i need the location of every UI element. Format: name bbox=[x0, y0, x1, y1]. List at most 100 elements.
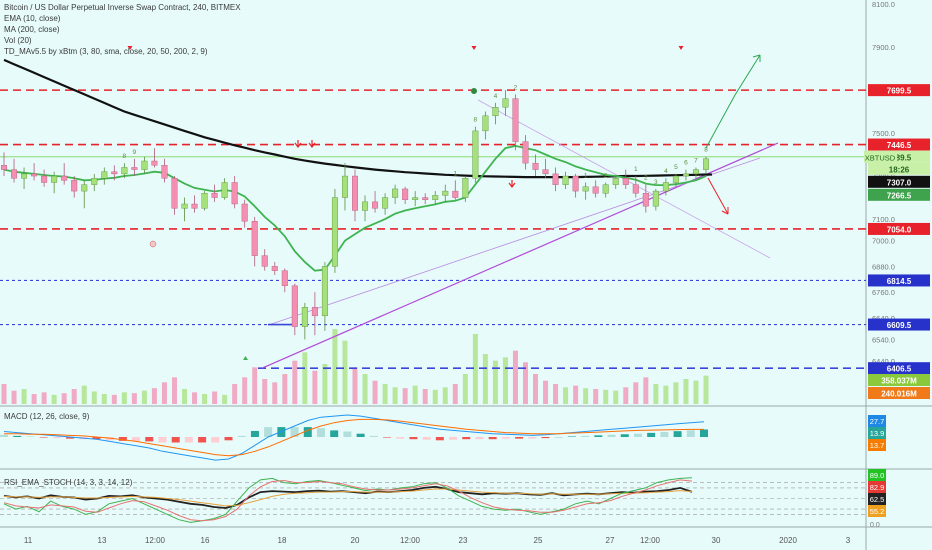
macd-value-tag bbox=[868, 415, 886, 427]
volume-bar bbox=[262, 379, 268, 404]
candle bbox=[301, 307, 308, 327]
time-axis-tick: 20 bbox=[351, 536, 360, 545]
volume-bar bbox=[232, 384, 238, 404]
study-ma: MA (200, close) bbox=[4, 25, 60, 34]
rsi-value-label: 55.2 bbox=[870, 507, 885, 516]
candle bbox=[442, 190, 449, 196]
td-count: 4 bbox=[664, 168, 668, 175]
candle bbox=[251, 221, 258, 256]
volume-bar bbox=[382, 384, 388, 404]
volume-bar bbox=[41, 392, 47, 404]
price-tag bbox=[868, 274, 930, 287]
study-ema: EMA (10, close) bbox=[4, 14, 61, 23]
macd-histogram-bar bbox=[633, 433, 642, 437]
candle bbox=[482, 115, 489, 132]
macd-histogram-bar bbox=[39, 437, 48, 438]
candle bbox=[502, 98, 509, 108]
volume-bar bbox=[362, 374, 368, 404]
price-tag bbox=[868, 138, 930, 151]
macd-histogram-bar bbox=[581, 435, 590, 437]
macd-histogram-bar bbox=[158, 437, 167, 443]
volume-bar bbox=[141, 390, 147, 404]
candle bbox=[362, 201, 369, 211]
rsi-value-label: 62.5 bbox=[870, 495, 885, 504]
candle bbox=[562, 175, 569, 185]
time-axis-tick: 2020 bbox=[779, 536, 797, 545]
price-tag bbox=[868, 362, 930, 375]
price-tag-label: 7389.5 bbox=[887, 153, 912, 162]
price-tag-label: 7266.5 bbox=[887, 191, 912, 200]
candle bbox=[281, 270, 288, 286]
candle bbox=[101, 171, 108, 179]
candle bbox=[261, 255, 268, 267]
volume-bar bbox=[412, 385, 418, 404]
rsi-axis-tick: 0.0 bbox=[870, 522, 880, 529]
macd-histogram-bar bbox=[369, 435, 378, 437]
td-count: 1 bbox=[584, 172, 588, 179]
macd-histogram-bar bbox=[396, 437, 405, 439]
macd-histogram-bar bbox=[620, 434, 629, 437]
price-axis-tick: 6880.0 bbox=[872, 262, 895, 271]
trend-line-thin bbox=[269, 157, 761, 325]
down-arrow-icon bbox=[508, 180, 516, 188]
signal-line bbox=[4, 418, 704, 457]
volume-bar bbox=[332, 329, 338, 404]
candle bbox=[682, 173, 689, 177]
rsi-value-tag bbox=[868, 469, 886, 481]
candle bbox=[321, 266, 328, 317]
price-tag-label: 7699.5 bbox=[887, 87, 912, 96]
macd-histogram-bar bbox=[528, 437, 537, 439]
volume-bar bbox=[151, 388, 157, 404]
volume-bar bbox=[192, 392, 198, 404]
candle bbox=[522, 141, 529, 164]
volume-bar bbox=[402, 388, 408, 404]
td-count: 5 bbox=[674, 164, 678, 171]
time-axis-tick: 3 bbox=[846, 536, 851, 545]
macd-value-tag bbox=[868, 427, 886, 439]
candle bbox=[462, 177, 469, 198]
candle bbox=[492, 107, 499, 117]
volume-bar bbox=[603, 389, 609, 404]
macd-histogram-bar bbox=[356, 433, 365, 437]
volume-bar bbox=[272, 382, 278, 404]
macd-histogram-bar bbox=[686, 430, 695, 437]
time-axis-tick: 16 bbox=[201, 536, 210, 545]
time-axis-tick: 18 bbox=[278, 536, 287, 545]
volume-bar bbox=[222, 394, 228, 404]
price-axis-tick: 7500.0 bbox=[872, 129, 895, 138]
td-count: 9 bbox=[133, 149, 137, 156]
candle bbox=[111, 171, 118, 175]
price-axis-tick: 7000.0 bbox=[872, 237, 895, 246]
volume-bar bbox=[302, 352, 308, 404]
price-tag bbox=[868, 318, 930, 331]
macd-histogram-bar bbox=[26, 436, 35, 437]
candle bbox=[582, 186, 589, 192]
price-tag-label: 6406.5 bbox=[887, 365, 912, 374]
symbol-tag bbox=[864, 150, 897, 163]
price-tag-label: 6609.5 bbox=[887, 321, 912, 330]
signal-dot bbox=[149, 240, 157, 248]
volume-bar bbox=[593, 389, 599, 404]
macd-histogram-bar bbox=[211, 437, 220, 443]
macd-histogram-bar bbox=[290, 427, 299, 437]
projection-down-arrowhead bbox=[721, 207, 729, 215]
study-td: TD_MAv5.5 by xBtm (3, 80, sma, close, 20… bbox=[4, 47, 208, 56]
candle bbox=[422, 197, 429, 200]
candle bbox=[412, 197, 419, 200]
volume-bar bbox=[703, 375, 709, 404]
volume-bar bbox=[161, 382, 167, 404]
chart-legend: Bitcoin / US Dollar Perpetual Inverse Sw… bbox=[4, 2, 241, 57]
candle bbox=[11, 169, 18, 179]
rsi-value-label: 89.0 bbox=[870, 471, 885, 480]
price-tag-label: 7446.5 bbox=[887, 141, 912, 150]
macd-histogram-bar bbox=[660, 432, 669, 437]
macd-histogram-bar bbox=[383, 437, 392, 438]
price-tag bbox=[868, 374, 930, 386]
time-axis-tick: 30 bbox=[712, 536, 721, 545]
volume-bar bbox=[322, 364, 328, 404]
price-axis-tick: 6440.0 bbox=[872, 357, 895, 366]
time-axis-tick: 13 bbox=[98, 536, 107, 545]
candle bbox=[41, 175, 48, 183]
candle bbox=[532, 162, 539, 170]
